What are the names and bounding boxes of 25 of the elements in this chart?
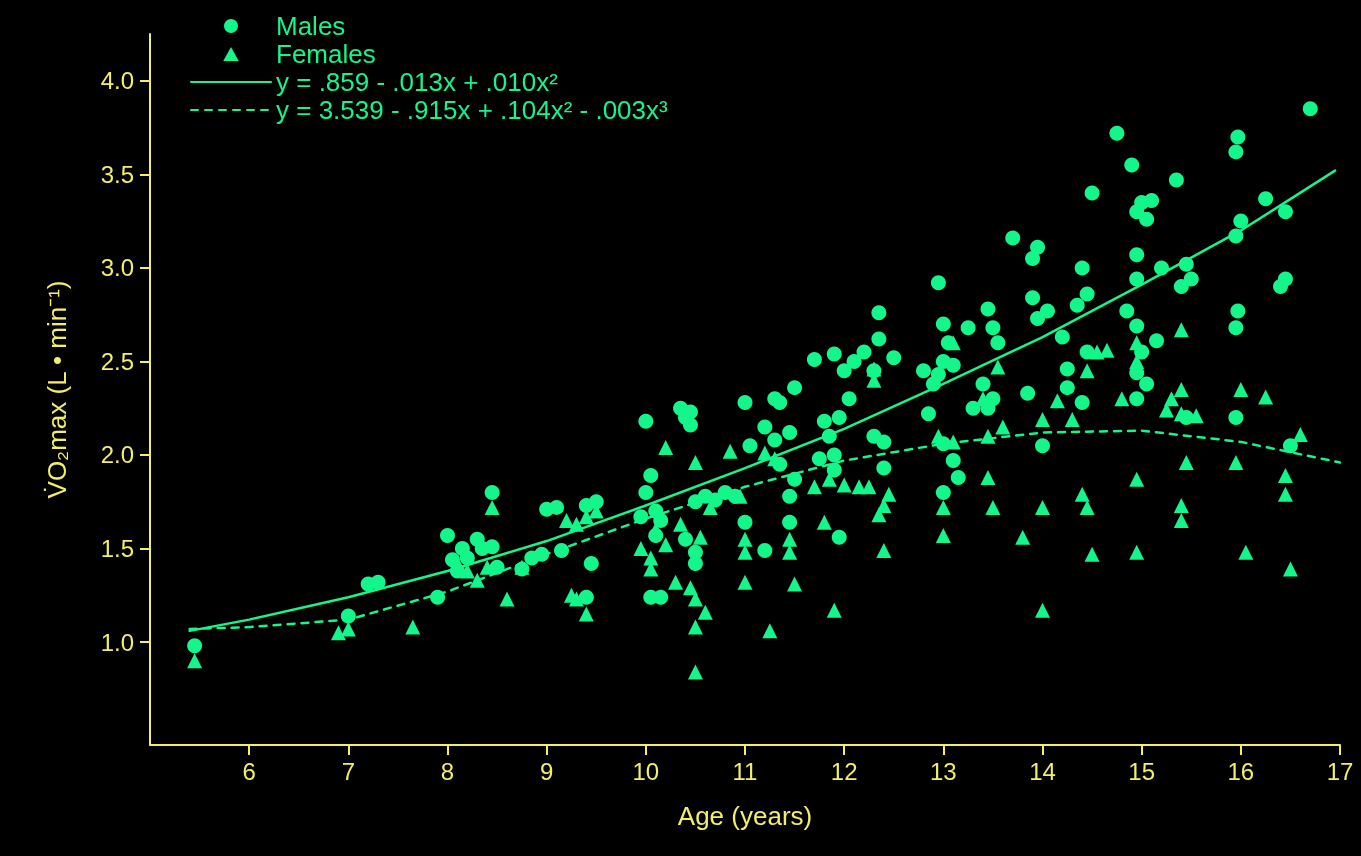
x-tick-label: 6 <box>242 757 256 785</box>
x-tick-label: 11 <box>732 757 758 785</box>
x-tick-label: 12 <box>830 757 858 785</box>
y-axis-title: V̇O₂max (L • min⁻¹) <box>42 280 72 499</box>
x-tick-label: 14 <box>1029 757 1056 785</box>
x-tick-label: 16 <box>1227 757 1255 785</box>
x-tick-label: 15 <box>1128 757 1156 785</box>
y-tick-label: 2.5 <box>100 347 134 375</box>
x-tick-label: 10 <box>632 757 660 785</box>
legend-label: y = 3.539 - .915x + .104x² - .003x³ <box>276 95 668 125</box>
x-tick-label: 8 <box>440 757 455 785</box>
x-tick-label: 13 <box>929 757 957 785</box>
x-tick-label: 9 <box>539 757 554 785</box>
y-tick-label: 2.0 <box>100 441 134 469</box>
x-tick-label: 17 <box>1326 757 1354 785</box>
y-tick-label: 4.0 <box>100 67 134 95</box>
y-tick-label: 1.0 <box>100 628 134 656</box>
y-tick-label: 3.0 <box>100 254 134 282</box>
y-tick-label: 1.5 <box>100 535 134 563</box>
x-tick-label: 7 <box>341 757 356 785</box>
y-tick-label: 3.5 <box>100 160 134 188</box>
x-axis-title: Age (years) <box>677 801 813 831</box>
legend-label: Females <box>276 39 376 69</box>
legend-label: y = .859 - .013x + .010x² <box>276 67 559 97</box>
legend-label: Males <box>276 11 346 41</box>
